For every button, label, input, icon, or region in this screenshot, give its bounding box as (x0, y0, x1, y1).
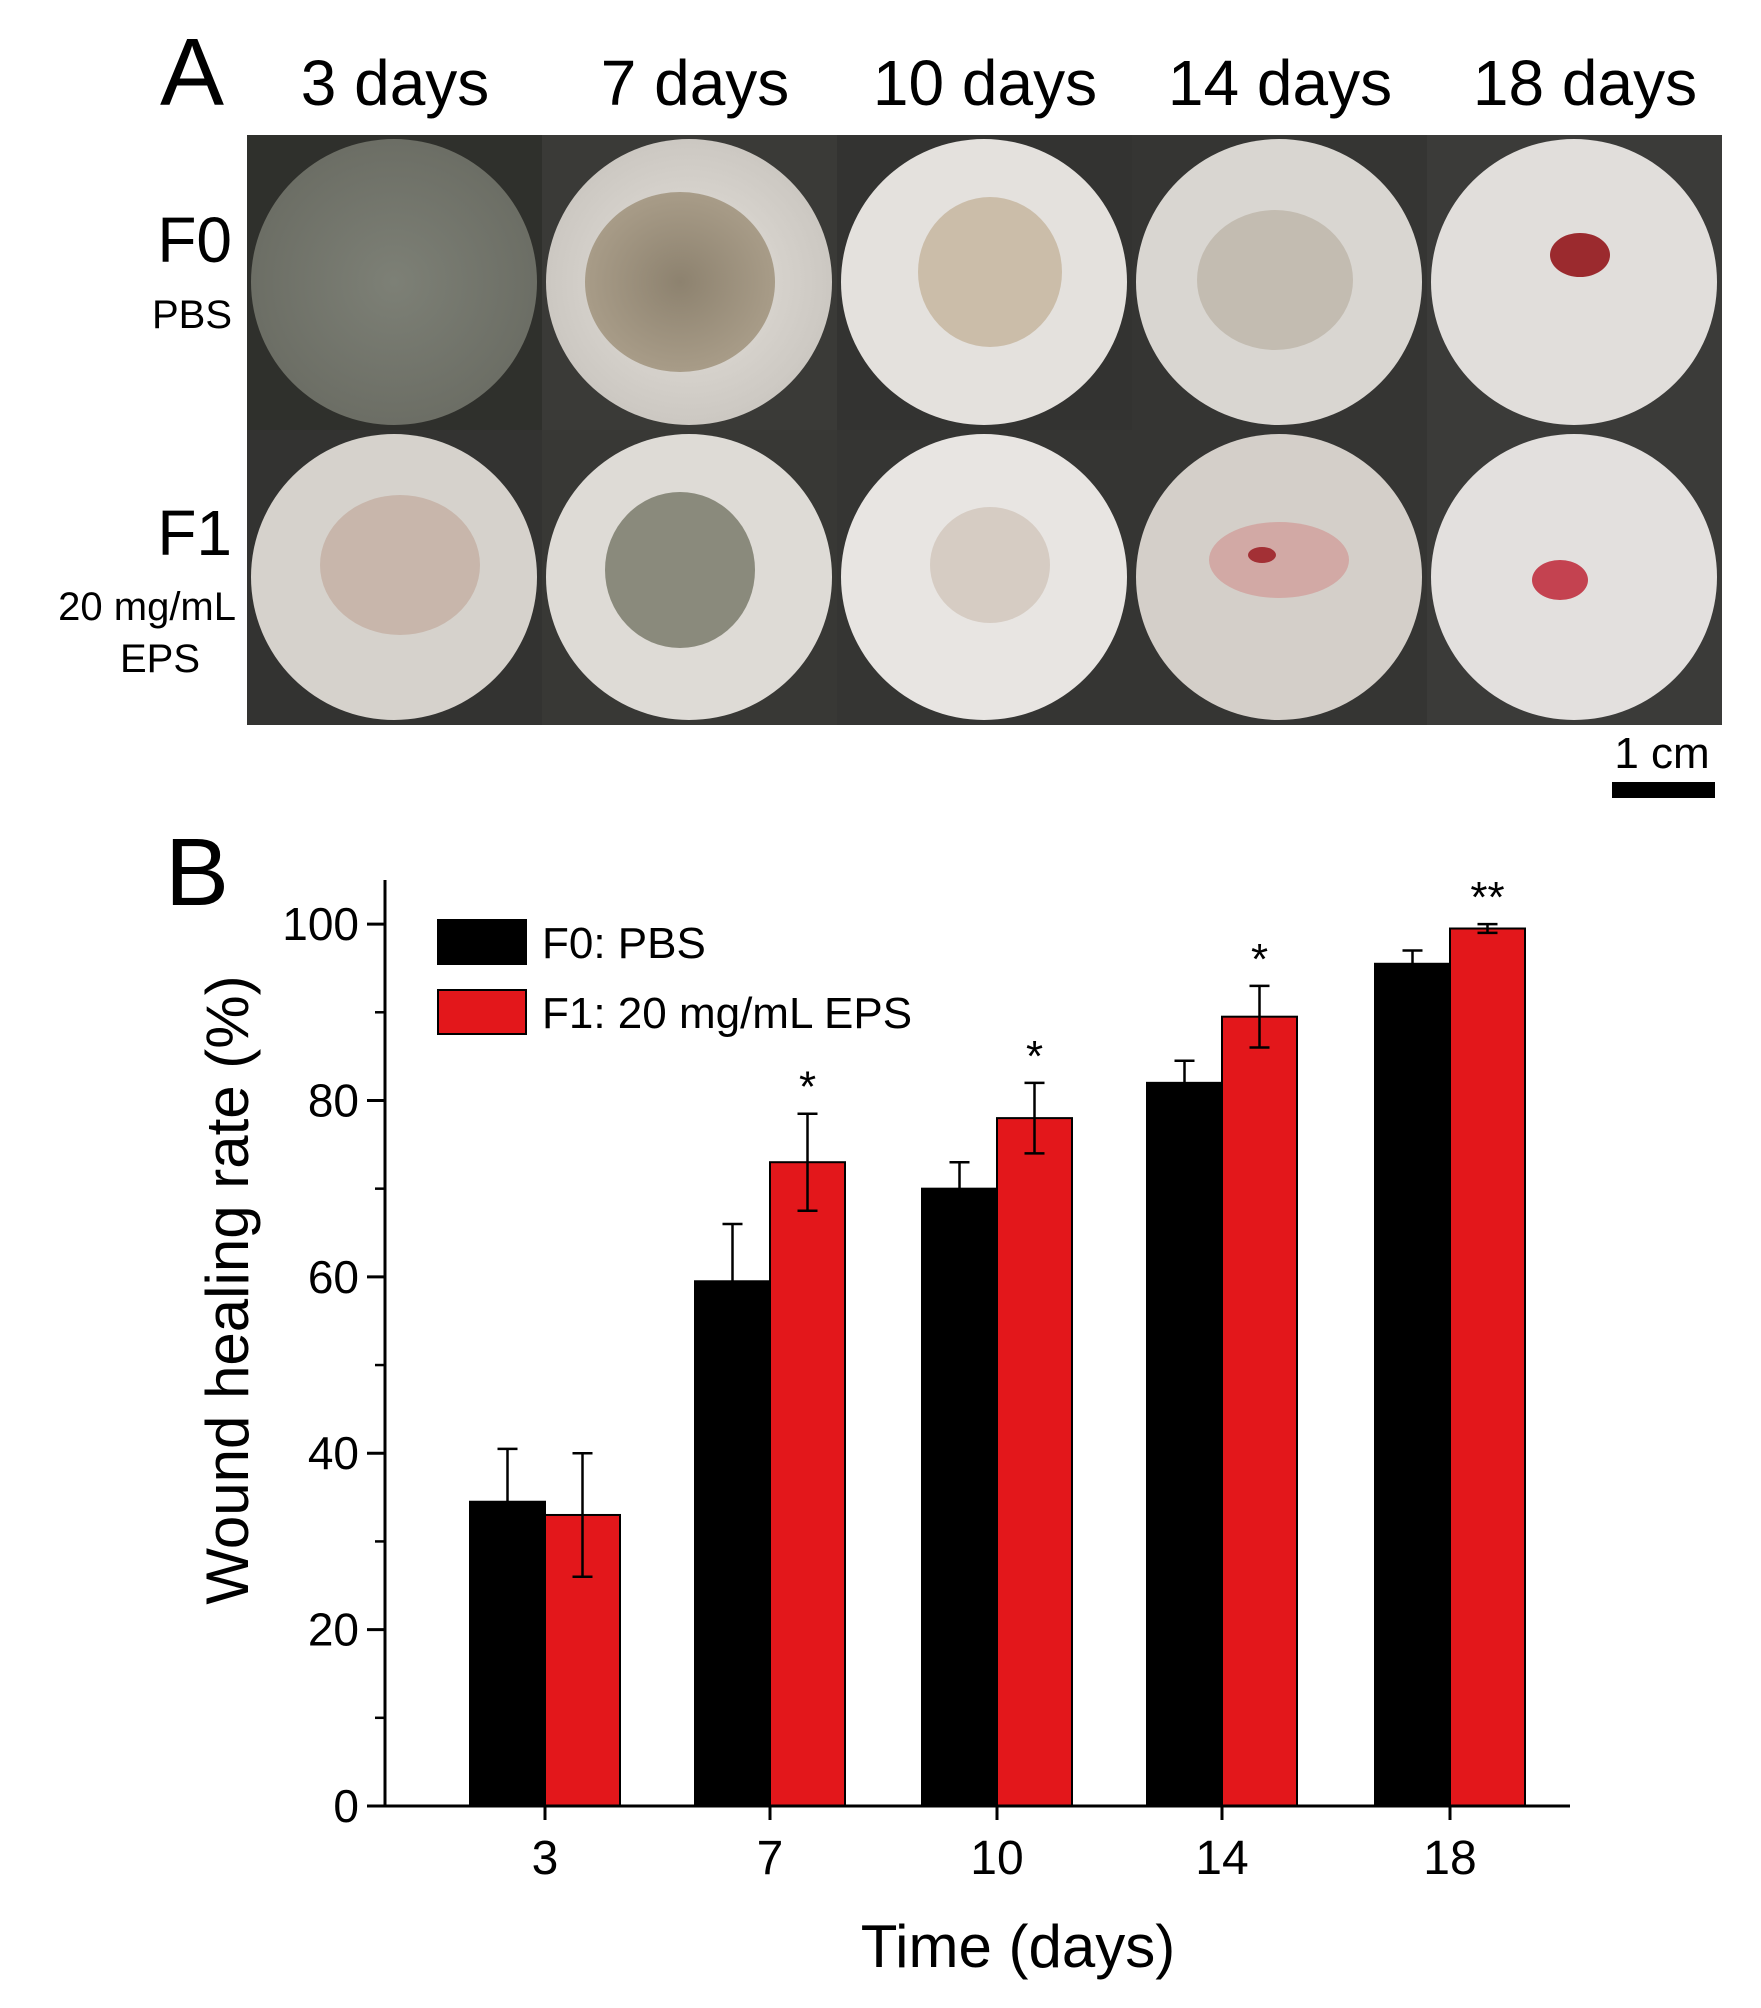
error-bar-f0-day-7 (722, 1222, 743, 1340)
y-tick-label-20: 20 (308, 1604, 359, 1656)
panel-b-label: B (165, 819, 229, 926)
column-header-10-days: 10 days (873, 47, 1097, 119)
x-tick-label-7: 7 (757, 1832, 784, 1885)
x-axis-title: Time (days) (861, 1913, 1175, 1980)
panel-a: A 3 days 7 days 10 days 14 days 18 days … (58, 19, 1722, 798)
scale-bar-label: 1 cm (1614, 729, 1709, 778)
wound-photo-f0-10-days (837, 135, 1132, 430)
wound-photo-f1-18-days (1427, 430, 1722, 725)
error-bar-f1-day-10 (1024, 1081, 1045, 1155)
y-axis-ticks: 0 20 40 60 80 100 (282, 898, 385, 1832)
row-subtitle-f1-line1: 20 mg/mL (58, 585, 236, 629)
legend-swatch-f0 (437, 919, 527, 965)
wound-photo-f1-3-days (247, 430, 542, 725)
y-tick-label-80: 80 (308, 1074, 359, 1126)
bar-chart-axes (383, 880, 1570, 1808)
row-label-f1: F1 (157, 497, 232, 569)
row-label-f0: F0 (157, 204, 232, 276)
column-header-7-days: 7 days (601, 47, 790, 119)
column-header-3-days: 3 days (301, 47, 490, 119)
legend-label-f1: F1: 20 mg/mL EPS (542, 989, 912, 1038)
bar-chart-bars (469, 927, 1526, 1808)
error-bar-f1-day-7 (797, 1112, 818, 1212)
x-tick-label-18: 18 (1423, 1832, 1476, 1885)
x-axis-ticks: 3 7 10 14 18 (532, 1806, 1477, 1885)
y-tick-label-0: 0 (333, 1780, 359, 1832)
x-tick-label-10: 10 (970, 1832, 1023, 1885)
error-bar-f0-day-10 (949, 1160, 970, 1217)
legend-swatch-f1 (437, 989, 527, 1035)
error-bar-f0-day-18 (1402, 949, 1423, 979)
bar-f1-day-14 (1221, 1015, 1298, 1807)
column-headers: 3 days 7 days 10 days 14 days 18 days (301, 47, 1697, 119)
row-subtitle-f1-line2: EPS (120, 637, 200, 681)
row-subtitle-f0-line1: PBS (152, 293, 232, 337)
scale-bar-line (1612, 782, 1715, 798)
scale-bar: 1 cm (1612, 729, 1715, 798)
y-axis-title: Wound healing rate (%) (194, 975, 261, 1604)
wound-photo-f0-18-days (1427, 135, 1722, 430)
wound-photo-f1-14-days (1132, 430, 1427, 725)
significance-marker-day-18: ** (1470, 873, 1504, 922)
bar-f0-day-18 (1374, 962, 1451, 1807)
error-bar-f1-day-14 (1249, 984, 1270, 1049)
wound-photo-f0-14-days (1132, 135, 1427, 430)
error-bar-f1-day-18 (1477, 922, 1498, 935)
wound-photo-f0-7-days (542, 135, 837, 430)
y-tick-label-40: 40 (308, 1427, 359, 1479)
legend: F0: PBS F1: 20 mg/mL EPS (437, 919, 912, 1038)
bar-chart-error-bars (497, 922, 1498, 1578)
significance-marker-day-10: * (1026, 1032, 1043, 1081)
error-bar-f1-day-3 (572, 1451, 593, 1578)
x-tick-label-14: 14 (1195, 1832, 1248, 1885)
wound-photo-f1-7-days (542, 430, 837, 725)
significance-marker-day-14: * (1251, 935, 1268, 984)
column-header-14-days: 14 days (1168, 47, 1392, 119)
bar-chart-significance-markers: ***** (799, 873, 1505, 1112)
error-bar-f0-day-3 (497, 1447, 518, 1556)
bar-f1-day-7 (769, 1161, 846, 1807)
row-labels: F0 PBS F1 20 mg/mL EPS (58, 204, 236, 681)
wound-photo-f0-3-days (247, 135, 542, 430)
bar-f0-day-14 (1146, 1081, 1223, 1808)
bar-f1-day-18 (1449, 927, 1526, 1807)
wound-photo-grid (247, 135, 1722, 725)
error-bar-f0-day-14 (1174, 1059, 1195, 1107)
y-tick-label-60: 60 (308, 1251, 359, 1303)
bar-f0-day-10 (921, 1187, 998, 1807)
bar-f1-day-10 (996, 1117, 1073, 1807)
bar-f0-day-7 (694, 1280, 771, 1808)
significance-marker-day-7: * (799, 1063, 816, 1112)
panel-a-label: A (160, 19, 224, 126)
legend-label-f0: F0: PBS (542, 919, 706, 968)
y-tick-label-100: 100 (282, 898, 359, 950)
wound-photo-f1-10-days (837, 430, 1132, 725)
x-tick-label-3: 3 (532, 1832, 559, 1885)
column-header-18-days: 18 days (1473, 47, 1697, 119)
